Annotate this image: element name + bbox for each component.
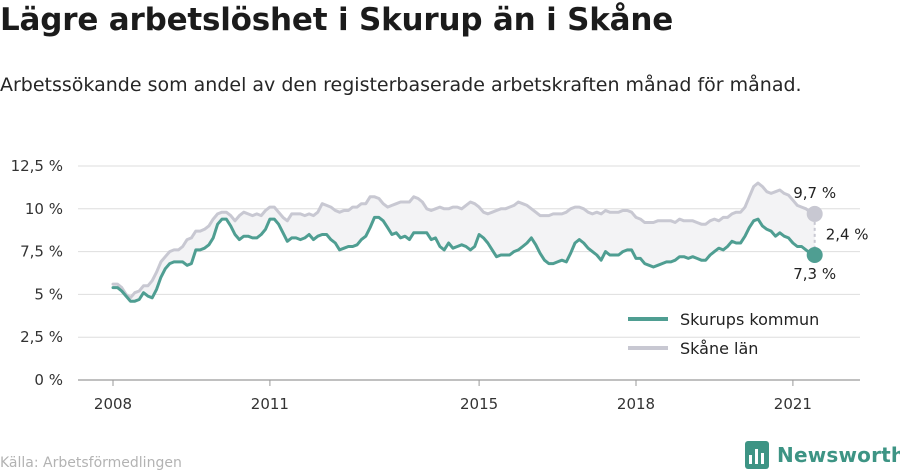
series-line-skurup	[111, 215, 817, 303]
y-tick-label: 12,5 %	[11, 157, 63, 175]
line-chart: 0 %2,5 %5 %7,5 %10 %12,5 % 2008 2011 2015 2…	[11, 157, 869, 413]
y-tick-label: 7,5 %	[20, 243, 63, 261]
end-point-skane	[806, 205, 823, 222]
end-point-skurup	[806, 247, 823, 264]
y-tick-label: 2,5 %	[20, 328, 63, 346]
brand-logo: Newsworthy	[745, 441, 900, 469]
brand-name: Newsworthy	[777, 443, 900, 467]
chart-title: Lägre arbetslöshet i Skurup än i Skåne	[0, 2, 674, 38]
end-label-skurup: 7,3 %	[793, 265, 836, 283]
legend-label-skane: Skåne län	[680, 339, 758, 358]
difference-label: 2,4 %	[826, 225, 869, 243]
source-note: Källa: Arbetsförmedlingen	[0, 455, 182, 471]
series-line-skane	[111, 181, 817, 300]
x-tick-label: 2011	[251, 395, 289, 413]
y-tick-label: 10 %	[25, 200, 63, 218]
legend-label-skurup: Skurups kommun	[680, 310, 819, 329]
end-label-skane: 9,7 %	[793, 184, 836, 202]
chart-subtitle: Arbetssökande som andel av den registerb…	[0, 74, 802, 96]
difference-band	[113, 183, 815, 302]
y-axis-tick-labels: 0 % 2,5 % 5 % 7,5 % 10 % 12,5 %	[11, 157, 63, 389]
x-tick-label: 2018	[617, 395, 655, 413]
x-tick-label: 2021	[774, 395, 812, 413]
newsworthy-logo-icon	[745, 441, 769, 469]
x-tick-label: 2015	[460, 395, 498, 413]
x-tick-label: 2008	[94, 395, 132, 413]
legend: Skurups kommun Skåne län	[628, 310, 819, 358]
y-tick-label: 5 %	[34, 285, 63, 303]
y-tick-label: 0 %	[34, 371, 63, 389]
x-axis-tick-labels: 2008 2011 2015 2018 2021	[94, 380, 812, 413]
